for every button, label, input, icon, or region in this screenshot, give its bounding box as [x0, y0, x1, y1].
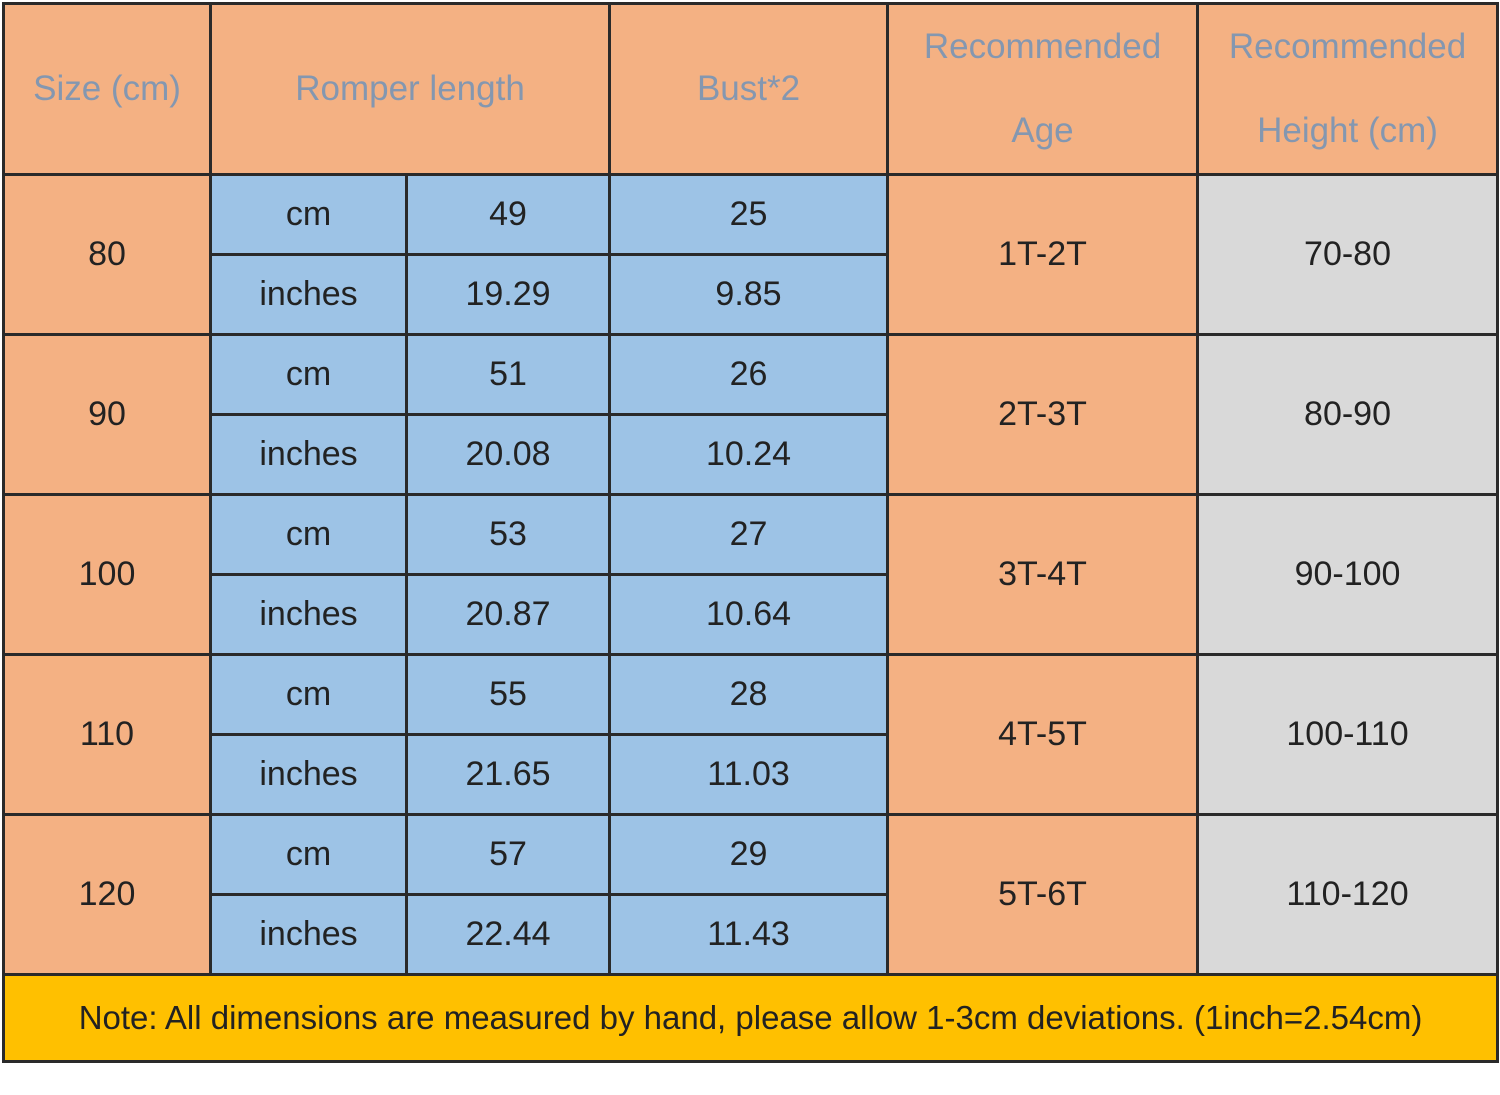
- bust-inches: 11.03: [608, 733, 890, 816]
- romper-length-inches: 20.87: [404, 573, 612, 656]
- romper-length-cm: 53: [404, 493, 612, 576]
- bust-inches: 9.85: [608, 253, 890, 336]
- unit-label-cm: cm: [209, 493, 408, 576]
- bust-inches: 11.43: [608, 893, 890, 976]
- unit-label-cm: cm: [209, 333, 408, 416]
- header-size: Size (cm): [2, 2, 212, 176]
- recommended-height: 80-90: [1196, 333, 1500, 496]
- romper-length-cm: 49: [404, 173, 612, 256]
- romper-length-inches: 19.29: [404, 253, 612, 336]
- header-recommended-height: Recommended Height (cm): [1196, 2, 1500, 176]
- size-row-inches: inches 20.08 10.24: [4, 413, 1498, 496]
- romper-length-cm: 55: [404, 653, 612, 736]
- romper-length-inches: 22.44: [404, 893, 612, 976]
- size-row-inches: inches 20.87 10.64: [4, 573, 1498, 656]
- bust-cm: 25: [608, 173, 890, 256]
- size-row-cm: 80 cm 49 25 1T-2T 70-80: [2, 173, 1500, 336]
- size-value: 90: [2, 333, 212, 496]
- size-value: 110: [2, 653, 212, 816]
- header-bust: Bust*2: [608, 2, 890, 176]
- recommended-age: 2T-3T: [886, 333, 1200, 496]
- bust-cm: 26: [608, 333, 890, 416]
- romper-length-cm: 57: [404, 813, 612, 896]
- size-value: 80: [2, 173, 212, 336]
- unit-label-cm: cm: [209, 653, 408, 736]
- size-row-cm: 90 cm 51 26 2T-3T 80-90: [2, 333, 1500, 496]
- unit-label-inches: inches: [209, 733, 408, 816]
- size-value: 100: [2, 493, 212, 656]
- unit-label-inches: inches: [209, 253, 408, 336]
- unit-label-inches: inches: [209, 573, 408, 656]
- size-chart-table: Size (cm) Romper length Bust*2 Recommend…: [1, 2, 1500, 1063]
- header-age-line2: Age: [1011, 111, 1074, 150]
- recommended-height: 70-80: [1196, 173, 1500, 336]
- romper-length-inches: 21.65: [404, 733, 612, 816]
- size-value: 120: [2, 813, 212, 976]
- size-row-inches: inches 22.44 11.43: [4, 893, 1498, 976]
- size-row-inches: inches 19.29 9.85: [4, 253, 1498, 336]
- recommended-age: 4T-5T: [886, 653, 1200, 816]
- size-row-cm: 110 cm 55 28 4T-5T 100-110: [2, 653, 1500, 816]
- unit-label-cm: cm: [209, 813, 408, 896]
- romper-length-inches: 20.08: [404, 413, 612, 496]
- bust-cm: 27: [608, 493, 890, 576]
- bust-inches: 10.64: [608, 573, 890, 656]
- header-recommended-age: Recommended Age: [886, 2, 1200, 176]
- unit-label-cm: cm: [209, 173, 408, 256]
- size-row-cm: 120 cm 57 29 5T-6T 110-120: [2, 813, 1500, 976]
- unit-label-inches: inches: [209, 413, 408, 496]
- romper-length-cm: 51: [404, 333, 612, 416]
- size-row-cm: 100 cm 53 27 3T-4T 90-100: [2, 493, 1500, 656]
- recommended-age: 1T-2T: [886, 173, 1200, 336]
- header-height-line1: Recommended: [1228, 27, 1467, 66]
- header-age-line1: Recommended: [923, 27, 1162, 66]
- unit-label-inches: inches: [209, 893, 408, 976]
- recommended-height: 110-120: [1196, 813, 1500, 976]
- bust-cm: 28: [608, 653, 890, 736]
- header-row: Size (cm) Romper length Bust*2 Recommend…: [2, 2, 1500, 176]
- note-row: Note: All dimensions are measured by han…: [1, 973, 1500, 1063]
- size-row-inches: inches 21.65 11.03: [4, 733, 1498, 816]
- recommended-height: 90-100: [1196, 493, 1500, 656]
- bust-cm: 29: [608, 813, 890, 896]
- recommended-height: 100-110: [1196, 653, 1500, 816]
- header-romper-length: Romper length: [208, 2, 612, 176]
- header-height-line2: Height (cm): [1257, 111, 1438, 150]
- recommended-age: 3T-4T: [886, 493, 1200, 656]
- measurement-note: Note: All dimensions are measured by han…: [1, 973, 1500, 1063]
- recommended-age: 5T-6T: [886, 813, 1200, 976]
- bust-inches: 10.24: [608, 413, 890, 496]
